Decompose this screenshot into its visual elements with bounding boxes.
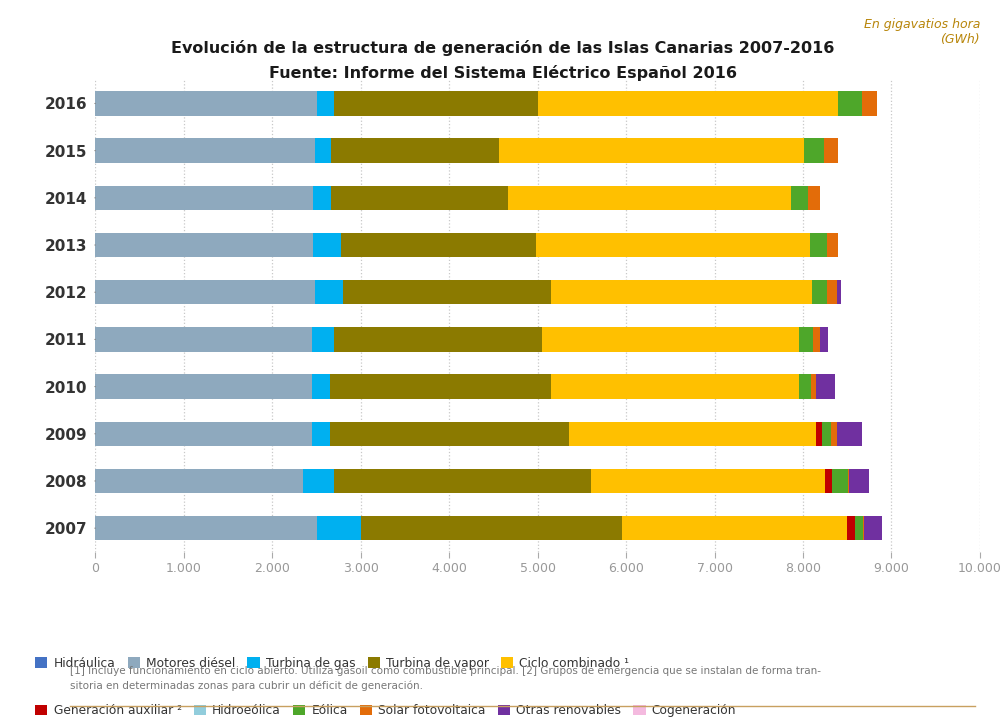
- Bar: [799, 327, 813, 351]
- Bar: [832, 469, 847, 493]
- Bar: [825, 469, 832, 493]
- Text: [1] Incluye funcionamiento en ciclo abierto. Utiliza gasoil como combustible pri: [1] Incluye funcionamiento en ciclo abie…: [70, 666, 821, 677]
- Bar: [361, 516, 622, 540]
- Bar: [313, 327, 335, 351]
- Bar: [335, 469, 591, 493]
- Bar: [95, 516, 317, 540]
- Bar: [813, 327, 820, 351]
- Bar: [812, 280, 827, 304]
- Bar: [315, 280, 343, 304]
- Bar: [317, 516, 361, 540]
- Bar: [313, 233, 342, 257]
- Bar: [808, 186, 820, 210]
- Bar: [831, 422, 837, 446]
- Bar: [816, 422, 822, 446]
- Bar: [551, 280, 812, 304]
- Bar: [342, 233, 536, 257]
- Bar: [804, 139, 824, 163]
- Bar: [343, 280, 551, 304]
- Bar: [799, 375, 811, 399]
- Text: En gigavatios hora
(GWh): En gigavatios hora (GWh): [863, 18, 980, 46]
- Bar: [863, 516, 882, 540]
- Bar: [820, 327, 828, 351]
- Bar: [824, 139, 838, 163]
- Bar: [849, 469, 869, 493]
- Bar: [837, 422, 862, 446]
- Bar: [827, 233, 838, 257]
- Bar: [95, 280, 315, 304]
- Bar: [335, 327, 542, 351]
- Bar: [822, 422, 831, 446]
- Text: Fuente: Informe del Sistema Eléctrico Español 2016: Fuente: Informe del Sistema Eléctrico Es…: [268, 65, 737, 81]
- Bar: [95, 375, 313, 399]
- Bar: [838, 91, 862, 115]
- Bar: [330, 375, 551, 399]
- Bar: [95, 422, 313, 446]
- Bar: [508, 186, 791, 210]
- Bar: [313, 186, 331, 210]
- Bar: [315, 139, 331, 163]
- Bar: [622, 516, 847, 540]
- Bar: [836, 280, 841, 304]
- Bar: [335, 91, 538, 115]
- Bar: [569, 422, 816, 446]
- Bar: [542, 327, 799, 351]
- Bar: [811, 375, 816, 399]
- Bar: [551, 375, 799, 399]
- Bar: [791, 186, 808, 210]
- Bar: [847, 516, 854, 540]
- Bar: [538, 91, 838, 115]
- Bar: [95, 327, 313, 351]
- Bar: [95, 139, 315, 163]
- Bar: [95, 186, 313, 210]
- Bar: [313, 422, 330, 446]
- Bar: [304, 469, 335, 493]
- Bar: [331, 139, 498, 163]
- Bar: [591, 469, 825, 493]
- Text: Evolución de la estructura de generación de las Islas Canarias 2007-2016: Evolución de la estructura de generación…: [171, 40, 834, 56]
- Bar: [95, 91, 317, 115]
- Bar: [317, 91, 335, 115]
- Bar: [330, 422, 569, 446]
- Text: sitoria en determinadas zonas para cubrir un déficit de generación.: sitoria en determinadas zonas para cubri…: [70, 681, 423, 691]
- Legend: Generación auxiliar ², Hidroeólica, Eólica, Solar fotovoltaica, Otras renovables: Generación auxiliar ², Hidroeólica, Eóli…: [35, 704, 737, 717]
- Bar: [816, 375, 835, 399]
- Bar: [95, 469, 304, 493]
- Bar: [313, 375, 330, 399]
- Bar: [536, 233, 810, 257]
- Bar: [862, 91, 877, 115]
- Bar: [95, 233, 313, 257]
- Bar: [498, 139, 804, 163]
- Bar: [854, 516, 862, 540]
- Bar: [827, 280, 836, 304]
- Bar: [331, 186, 508, 210]
- Bar: [810, 233, 827, 257]
- Bar: [847, 469, 849, 493]
